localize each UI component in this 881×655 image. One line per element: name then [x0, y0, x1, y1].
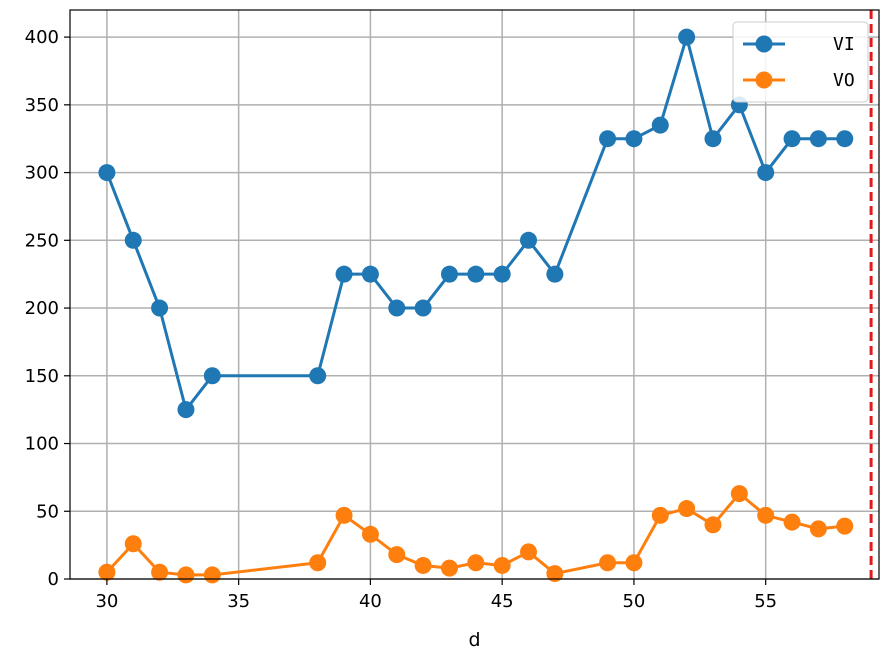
data-point-vi [335, 265, 353, 283]
data-point-vo [493, 556, 511, 574]
axis-ticks: 30 35 40 45 50 55 0 50 100 150 200 250 300 350 400 [25, 27, 777, 612]
data-point-vi [177, 401, 195, 419]
data-point-vo [361, 525, 379, 543]
data-point-vo [203, 566, 221, 584]
data-point-vi [783, 130, 801, 148]
data-point-vo [520, 543, 538, 561]
data-point-vi [309, 367, 327, 385]
data-point-vo [704, 516, 722, 534]
data-point-vo [599, 554, 617, 572]
y-tick-label: 50 [36, 501, 59, 522]
data-point-vi [98, 164, 116, 182]
data-point-vo [151, 563, 169, 581]
data-point-vo [467, 554, 485, 572]
data-point-vo [625, 554, 643, 572]
y-tick-label: 250 [25, 230, 59, 251]
data-point-vo [651, 506, 669, 524]
data-point-vi [151, 299, 169, 317]
data-point-vi [704, 130, 722, 148]
data-point-vi [520, 231, 538, 249]
plot-frame [69, 9, 880, 580]
data-point-vo [730, 485, 748, 503]
data-point-vi [203, 367, 221, 385]
y-tick-label: 350 [25, 95, 59, 116]
data-point-vi [467, 265, 485, 283]
x-tick-label: 30 [95, 591, 118, 612]
x-tick-label: 50 [622, 591, 645, 612]
data-point-vo [414, 556, 432, 574]
series-group [98, 28, 854, 584]
y-tick-label: 200 [25, 298, 59, 319]
x-axis-label: d [468, 629, 480, 651]
data-point-vo [678, 500, 696, 518]
data-point-vi [124, 231, 142, 249]
legend: VI VO [732, 21, 869, 103]
data-point-vi [388, 299, 406, 317]
legend-label-vo: VO [833, 70, 855, 91]
data-point-vo [388, 546, 406, 564]
data-point-vo [98, 563, 116, 581]
data-point-vo [309, 554, 327, 572]
data-point-vi [809, 130, 827, 148]
legend-marker-vi [755, 35, 773, 53]
data-point-vo [546, 565, 564, 583]
y-tick-label: 0 [48, 569, 59, 590]
data-point-vi [651, 116, 669, 134]
data-point-vo [783, 513, 801, 531]
data-point-vo [335, 506, 353, 524]
data-point-vi [414, 299, 432, 317]
data-point-vi [546, 265, 564, 283]
data-point-vi [493, 265, 511, 283]
data-point-vi [757, 164, 775, 182]
data-point-vi [678, 28, 696, 46]
legend-marker-vo [755, 71, 773, 89]
x-tick-label: 35 [227, 591, 250, 612]
x-tick-label: 40 [359, 591, 382, 612]
data-point-vo [836, 517, 854, 535]
data-point-vo [124, 535, 142, 553]
y-tick-label: 100 [25, 434, 59, 455]
x-tick-label: 55 [754, 591, 777, 612]
data-point-vo [757, 506, 775, 524]
y-tick-label: 400 [25, 27, 59, 48]
data-point-vo [809, 520, 827, 538]
y-tick-label: 300 [25, 163, 59, 184]
y-tick-label: 150 [25, 366, 59, 387]
data-point-vi [836, 130, 854, 148]
data-point-vi [599, 130, 617, 148]
legend-label-vi: VI [833, 34, 855, 55]
data-point-vo [177, 566, 195, 584]
data-point-vi [440, 265, 458, 283]
data-point-vi [361, 265, 379, 283]
data-point-vi [625, 130, 643, 148]
x-tick-label: 45 [491, 591, 514, 612]
data-point-vo [440, 559, 458, 577]
